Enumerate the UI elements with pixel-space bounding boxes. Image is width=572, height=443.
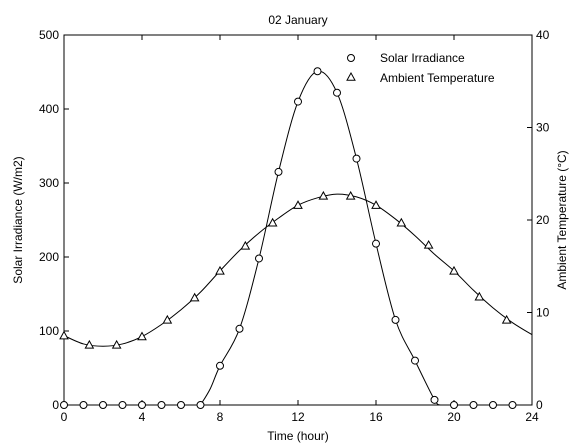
x-tick-label: 12: [291, 410, 305, 424]
data-point-ambient-temperature: [240, 240, 251, 250]
plot-frame: [63, 34, 533, 406]
right-y-axis-label: Ambient Temperature (°C): [555, 150, 569, 289]
right-y-axis-ticks: 0 10 20 30 40: [527, 28, 550, 412]
data-point-solar-irradiance: [157, 401, 166, 409]
left-y-tick-label: 400: [39, 102, 59, 116]
x-tick-label: 4: [139, 410, 146, 424]
data-point-solar-irradiance: [411, 356, 419, 365]
data-point-solar-irradiance: [274, 167, 283, 176]
legend-marker-circle: [347, 54, 355, 62]
right-y-tick-label: 30: [536, 121, 550, 135]
x-tick-label: 20: [447, 410, 461, 424]
data-point-ambient-temperature: [293, 200, 303, 209]
data-point-solar-irradiance: [352, 154, 361, 163]
data-point-solar-irradiance: [450, 401, 458, 409]
right-y-tick-label: 0: [536, 398, 543, 412]
data-point-ambient-temperature: [345, 190, 356, 200]
data-point-solar-irradiance: [294, 97, 302, 106]
left-y-tick-label: 300: [39, 176, 59, 190]
data-point-ambient-temperature: [449, 265, 459, 275]
data-point-ambient-temperature: [267, 217, 278, 227]
data-point-solar-irradiance: [391, 315, 400, 324]
right-y-tick-label: 10: [536, 306, 550, 320]
data-point-ambient-temperature: [162, 314, 173, 324]
data-point-solar-irradiance: [235, 324, 244, 333]
right-y-tick-label: 40: [536, 28, 550, 42]
data-point-solar-irradiance: [430, 395, 439, 404]
x-tick-label: 0: [61, 410, 68, 424]
left-y-tick-label: 0: [52, 398, 59, 412]
data-point-ambient-temperature: [318, 190, 329, 200]
x-tick-label: 24: [525, 410, 539, 424]
right-y-tick-label: 20: [536, 213, 550, 227]
series-line-ambient-temperature: [63, 193, 533, 347]
data-point-ambient-temperature: [501, 314, 512, 324]
left-y-axis-ticks: 0 100 200 300 400 500: [39, 28, 69, 412]
data-point-ambient-temperature: [474, 291, 485, 301]
data-point-solar-irradiance: [138, 401, 146, 409]
data-point-ambient-temperature: [189, 292, 200, 302]
data-point-solar-irradiance: [79, 401, 88, 409]
x-tick-label: 16: [369, 410, 383, 424]
legend-label-solar-irradiance: Solar Irradiance: [380, 51, 465, 65]
data-point-solar-irradiance: [372, 239, 380, 248]
series-layer: [59, 67, 533, 409]
data-point-solar-irradiance: [489, 401, 497, 409]
series-line-solar-irradiance: [64, 70, 532, 406]
data-point-ambient-temperature: [396, 217, 407, 227]
data-point-solar-irradiance: [313, 67, 322, 76]
data-point-solar-irradiance: [196, 401, 205, 409]
data-point-ambient-temperature: [215, 265, 225, 275]
data-point-solar-irradiance: [60, 401, 68, 409]
data-point-solar-irradiance: [177, 401, 185, 409]
x-tick-label: 8: [217, 410, 224, 424]
legend-item-ambient-temperature: Ambient Temperature: [346, 71, 495, 85]
data-point-solar-irradiance: [99, 401, 107, 409]
data-point-ambient-temperature: [59, 330, 69, 340]
left-y-axis-label: Solar Irradiance (W/m2): [11, 156, 25, 283]
data-point-solar-irradiance: [118, 401, 127, 409]
x-axis-ticks: 0 4 8 12 16 20 24: [61, 35, 539, 424]
data-point-ambient-temperature: [371, 200, 381, 209]
data-point-ambient-temperature: [84, 339, 95, 349]
legend: Solar Irradiance Ambient Temperature: [346, 51, 495, 85]
data-point-ambient-temperature: [137, 331, 147, 341]
data-point-solar-irradiance: [508, 401, 517, 409]
data-point-solar-irradiance: [216, 361, 224, 370]
legend-item-solar-irradiance: Solar Irradiance: [347, 51, 465, 65]
left-y-tick-label: 200: [39, 250, 59, 264]
data-point-solar-irradiance: [255, 254, 263, 263]
data-point-ambient-temperature: [111, 339, 122, 349]
legend-label-ambient-temperature: Ambient Temperature: [380, 71, 495, 85]
data-point-solar-irradiance: [469, 401, 478, 409]
left-y-tick-label: 500: [39, 28, 59, 42]
data-point-solar-irradiance: [333, 88, 341, 97]
x-axis-label: Time (hour): [267, 429, 329, 443]
data-point-ambient-temperature: [423, 239, 434, 249]
left-y-tick-label: 100: [39, 324, 59, 338]
chart-title: 02 January: [268, 13, 327, 27]
legend-marker-triangle: [346, 71, 356, 81]
